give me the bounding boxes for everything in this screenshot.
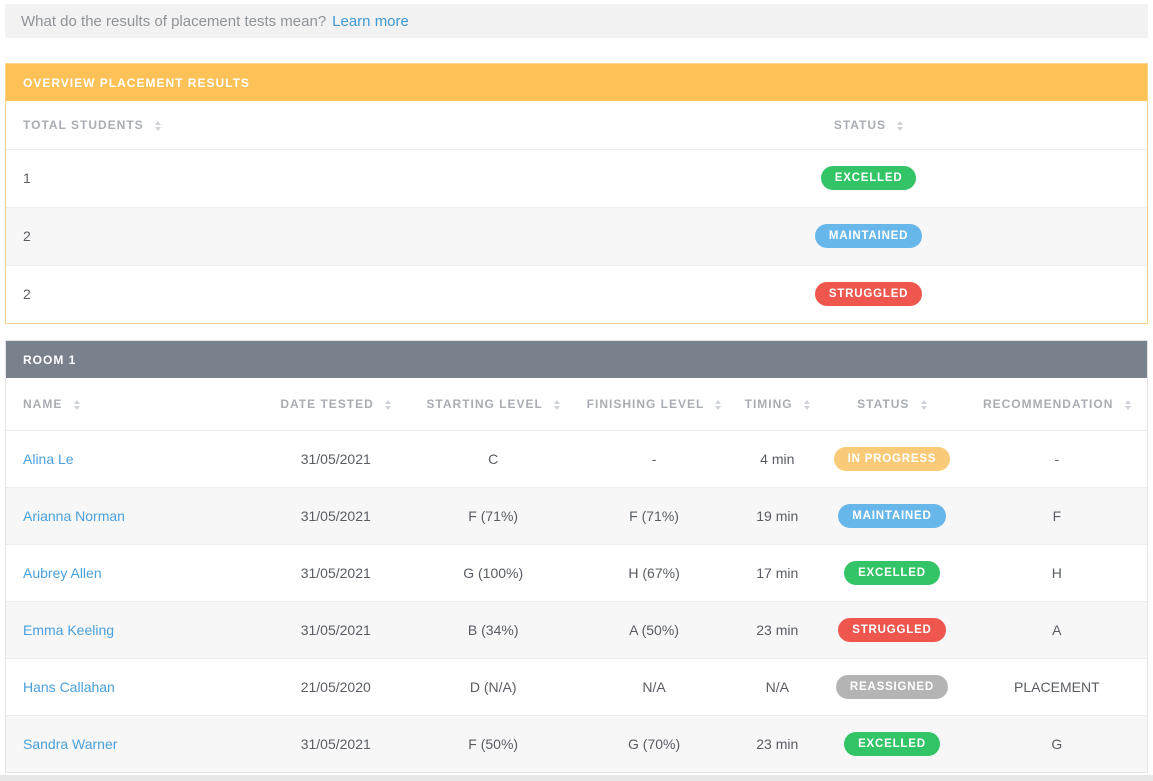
room-table: NAME DATE TESTED STARTING LEVEL FINISHIN… bbox=[6, 378, 1147, 772]
student-name-link[interactable]: Aubrey Allen bbox=[23, 564, 102, 581]
timing-cell: 19 min bbox=[737, 486, 818, 544]
timing-cell: 4 min bbox=[737, 429, 818, 487]
sort-icon[interactable] bbox=[155, 120, 162, 131]
total-students-cell: 2 bbox=[6, 206, 591, 265]
column-header-date-tested[interactable]: DATE TESTED bbox=[256, 378, 416, 430]
status-badge: EXCELLED bbox=[820, 166, 917, 190]
table-row: Aubrey Allen 31/05/2021 G (100%) H (67%)… bbox=[6, 543, 1147, 601]
column-header-recommendation[interactable]: RECOMMENDATION bbox=[967, 378, 1147, 430]
column-header-total-students[interactable]: TOTAL STUDENTS bbox=[6, 101, 590, 149]
column-header-name[interactable]: NAME bbox=[6, 378, 256, 430]
table-row: Hans Callahan 21/05/2020 D (N/A) N/A N/A… bbox=[6, 657, 1147, 715]
banner-question: What do the results of placement tests m… bbox=[21, 12, 327, 30]
table-row: Arianna Norman 31/05/2021 F (71%) F (71%… bbox=[6, 486, 1147, 544]
total-students-cell: 1 bbox=[6, 148, 591, 207]
table-row: 1 EXCELLED bbox=[6, 148, 1147, 207]
finishing-level-cell: A (50%) bbox=[570, 600, 738, 658]
status-badge: EXCELLED bbox=[844, 560, 940, 585]
timing-cell: 23 min bbox=[737, 714, 818, 772]
room-header-row: NAME DATE TESTED STARTING LEVEL FINISHIN… bbox=[6, 378, 1147, 430]
recommendation-cell: F bbox=[966, 486, 1147, 544]
room-card: ROOM 1 NAME DATE TESTED S bbox=[5, 340, 1148, 773]
student-name-link[interactable]: Hans Callahan bbox=[23, 678, 115, 695]
date-tested-cell: 31/05/2021 bbox=[255, 600, 416, 658]
overview-header-row: TOTAL STUDENTS STATUS bbox=[6, 101, 1147, 149]
status-badge: MAINTAINED bbox=[838, 503, 946, 528]
status-badge: STRUGGLED bbox=[814, 282, 923, 307]
sort-icon[interactable] bbox=[715, 399, 722, 410]
sort-icon[interactable] bbox=[920, 399, 927, 410]
status-badge: MAINTAINED bbox=[814, 224, 923, 248]
column-header-starting-level[interactable]: STARTING LEVEL bbox=[416, 378, 571, 430]
date-tested-cell: 21/05/2020 bbox=[255, 657, 416, 715]
student-name-link[interactable]: Sandra Warner bbox=[23, 735, 118, 752]
finishing-level-cell: G (70%) bbox=[570, 714, 738, 772]
total-students-cell: 2 bbox=[6, 264, 591, 323]
finishing-level-cell: F (71%) bbox=[570, 486, 738, 544]
timing-cell: 23 min bbox=[737, 600, 818, 658]
timing-cell: 17 min bbox=[737, 543, 818, 601]
sort-icon[interactable] bbox=[897, 120, 904, 131]
recommendation-cell: A bbox=[966, 600, 1147, 658]
column-header-status[interactable]: STATUS bbox=[817, 378, 966, 430]
table-row: 2 STRUGGLED bbox=[6, 264, 1147, 323]
finishing-level-cell: H (67%) bbox=[570, 543, 738, 601]
student-name-link[interactable]: Alina Le bbox=[23, 450, 74, 467]
overview-card-header: OVERVIEW PLACEMENT RESULTS bbox=[6, 64, 1147, 101]
timing-cell: N/A bbox=[737, 657, 818, 715]
table-row: Alina Le 31/05/2021 C - 4 min IN PROGRES… bbox=[6, 429, 1147, 487]
table-row: Emma Keeling 31/05/2021 B (34%) A (50%) … bbox=[6, 600, 1147, 658]
date-tested-cell: 31/05/2021 bbox=[255, 429, 416, 487]
recommendation-cell: - bbox=[966, 429, 1147, 487]
student-name-link[interactable]: Arianna Norman bbox=[23, 507, 125, 524]
table-row: Sandra Warner 31/05/2021 F (50%) G (70%)… bbox=[6, 714, 1147, 772]
starting-level-cell: C bbox=[415, 429, 571, 487]
status-badge: EXCELLED bbox=[844, 731, 940, 756]
sort-icon[interactable] bbox=[803, 399, 810, 410]
column-header-timing[interactable]: TIMING bbox=[737, 378, 817, 430]
recommendation-cell: G bbox=[966, 714, 1147, 772]
sort-icon[interactable] bbox=[385, 399, 392, 410]
finishing-level-cell: N/A bbox=[570, 657, 738, 715]
sort-icon[interactable] bbox=[1124, 399, 1131, 410]
table-row: 2 MAINTAINED bbox=[6, 206, 1147, 265]
recommendation-cell: H bbox=[966, 543, 1147, 601]
date-tested-cell: 31/05/2021 bbox=[255, 543, 416, 601]
sort-icon[interactable] bbox=[73, 399, 80, 410]
starting-level-cell: D (N/A) bbox=[415, 657, 571, 715]
starting-level-cell: B (34%) bbox=[415, 600, 571, 658]
learn-more-link[interactable]: Learn more bbox=[332, 12, 409, 30]
date-tested-cell: 31/05/2021 bbox=[255, 714, 416, 772]
info-banner: What do the results of placement tests m… bbox=[5, 4, 1148, 38]
overview-table: TOTAL STUDENTS STATUS 1 EXCELLED 2 MAIN bbox=[6, 101, 1147, 323]
starting-level-cell: F (50%) bbox=[415, 714, 571, 772]
status-badge: STRUGGLED bbox=[838, 617, 946, 642]
column-header-finishing-level[interactable]: FINISHING LEVEL bbox=[571, 378, 738, 430]
recommendation-cell: PLACEMENT bbox=[966, 657, 1147, 715]
status-badge: REASSIGNED bbox=[835, 674, 948, 699]
date-tested-cell: 31/05/2021 bbox=[255, 486, 416, 544]
starting-level-cell: F (71%) bbox=[415, 486, 571, 544]
room-card-header: ROOM 1 bbox=[6, 341, 1147, 378]
status-badge: IN PROGRESS bbox=[833, 446, 951, 471]
overview-title: OVERVIEW PLACEMENT RESULTS bbox=[23, 75, 250, 90]
starting-level-cell: G (100%) bbox=[415, 543, 571, 601]
finishing-level-cell: - bbox=[570, 429, 738, 487]
sort-icon[interactable] bbox=[553, 399, 560, 410]
overview-card: OVERVIEW PLACEMENT RESULTS TOTAL STUDENT… bbox=[5, 63, 1148, 324]
student-name-link[interactable]: Emma Keeling bbox=[23, 621, 115, 638]
page-bottom-strip bbox=[0, 775, 1153, 781]
column-header-status[interactable]: STATUS bbox=[590, 101, 1147, 149]
room-title: ROOM 1 bbox=[23, 352, 77, 367]
